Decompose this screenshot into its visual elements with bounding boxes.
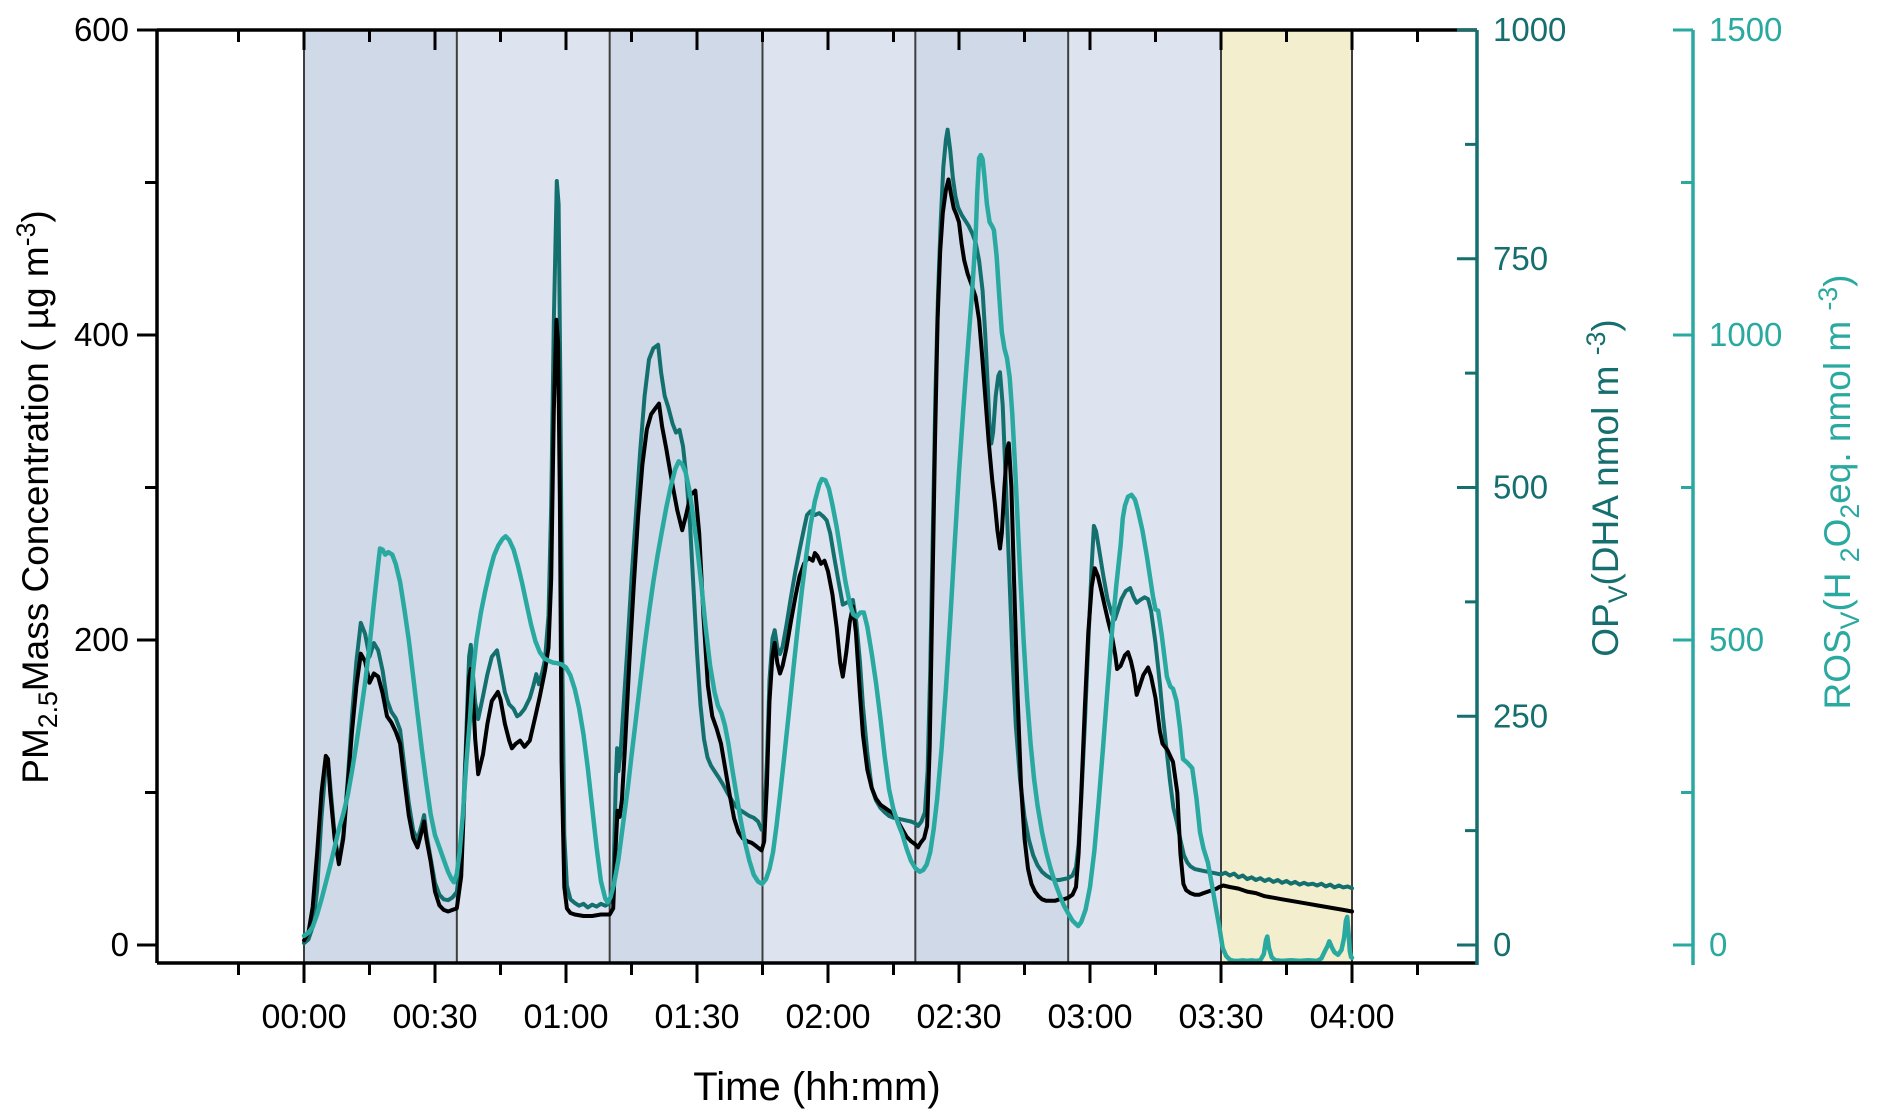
- series-pm-line: [302, 177, 1354, 943]
- y-ros-tick-label: 1000: [1709, 316, 1782, 353]
- series-ros-line: [301, 152, 1355, 964]
- phase-band-2: [456, 30, 610, 963]
- y-op-tick-label: 0: [1493, 926, 1511, 963]
- x-tick-label: 02:30: [916, 998, 1001, 1036]
- y-left-tick-label: 600: [74, 11, 129, 48]
- x-tick-label: 04:00: [1309, 998, 1394, 1036]
- phase-band-4: [762, 30, 916, 963]
- y-left-tick-label: 200: [74, 621, 129, 658]
- x-tick-label: 01:00: [523, 998, 608, 1036]
- x-tick-label: 03:30: [1178, 998, 1263, 1036]
- x-tick-label: 00:30: [392, 998, 477, 1036]
- series-op-line: [302, 127, 1354, 946]
- y-op-tick-label: 500: [1493, 469, 1548, 506]
- y-left-tick-label: 400: [74, 316, 129, 353]
- y-ros-tick-label: 0: [1709, 926, 1727, 963]
- x-tick-label: 02:00: [785, 998, 870, 1036]
- y-left-axis-title: PM2.5Mass Concentration ( µg m-3): [11, 210, 63, 783]
- y-ros-tick-label: 1500: [1709, 11, 1782, 48]
- x-tick-label: 01:30: [654, 998, 739, 1036]
- y-left-tick-label: 0: [111, 926, 129, 963]
- y-op-tick-label: 1000: [1493, 11, 1566, 48]
- y-op-tick-label: 750: [1493, 240, 1548, 277]
- x-tick-label: 00:00: [261, 998, 346, 1036]
- x-axis-title: Time (hh:mm): [693, 1065, 940, 1109]
- y-op-tick-label: 250: [1493, 697, 1548, 734]
- y-ros-axis-title: ROSV(H 2O2eq. nmol m -3): [1813, 275, 1865, 710]
- x-tick-label: 03:00: [1047, 998, 1132, 1036]
- y-op-axis-title: OPV(DHA nmol m -3): [1581, 319, 1633, 657]
- y-ros-tick-label: 500: [1709, 621, 1764, 658]
- phase-band-7: [1221, 30, 1352, 963]
- phase-band-5: [915, 30, 1069, 963]
